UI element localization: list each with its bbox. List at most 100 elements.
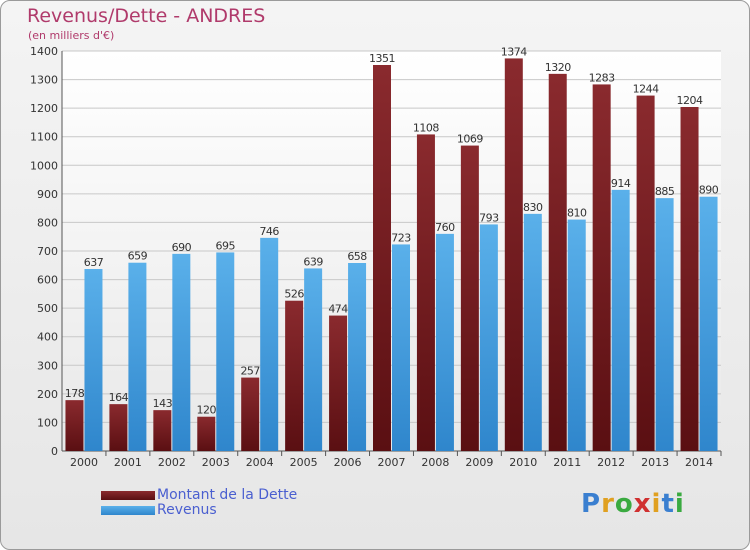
- bar-revenus: [523, 213, 542, 451]
- axes: 0 100 200 300 400 500 600 700 800 900 1000 1100 1200…: [30, 45, 722, 469]
- bars: [65, 58, 718, 452]
- data-label-revenus: 658: [347, 250, 367, 263]
- x-tick-label: 2000: [70, 456, 98, 469]
- data-label-revenus: 637: [84, 256, 104, 269]
- y-tick-label: 900: [37, 188, 58, 201]
- x-tick-label: 2001: [114, 456, 142, 469]
- data-label-dette: 1320: [545, 61, 571, 74]
- data-label-revenus: 890: [699, 184, 719, 197]
- y-tick-label: 500: [37, 302, 58, 315]
- bar-revenus: [304, 268, 323, 451]
- bar-dette: [460, 145, 479, 452]
- bar-dette: [416, 134, 435, 451]
- data-labels: 178 637 164 659 143 690 120 695 257 746 526 639 474 6…: [65, 45, 720, 417]
- bar-dette: [373, 65, 391, 451]
- legend-swatch-dette: [101, 491, 155, 500]
- data-label-dette: 143: [153, 397, 173, 410]
- gridlines: [62, 50, 721, 452]
- bar-dette: [285, 300, 304, 451]
- legend-swatch-revenus: [101, 506, 155, 515]
- data-label-dette: 164: [109, 391, 129, 404]
- y-tick-label: 0: [51, 445, 58, 458]
- data-label-dette: 1069: [457, 133, 483, 146]
- y-tick-label: 100: [37, 416, 58, 429]
- x-tick-label: 2013: [641, 456, 669, 469]
- data-label-revenus: 690: [172, 241, 192, 254]
- data-label-revenus: 639: [303, 255, 323, 268]
- legend-label-revenus: Revenus: [157, 502, 217, 518]
- y-tick-label: 200: [37, 388, 58, 401]
- y-tick-label: 800: [37, 216, 58, 229]
- bar-revenus: [479, 224, 498, 451]
- bar-revenus: [216, 252, 235, 451]
- data-label-revenus: 830: [523, 201, 543, 214]
- data-label-revenus: 793: [479, 211, 499, 224]
- data-label-revenus: 659: [128, 250, 148, 263]
- data-label-revenus: 723: [391, 231, 411, 244]
- bar-revenus: [435, 233, 454, 451]
- data-label-revenus: 914: [611, 177, 631, 190]
- bar-revenus: [655, 198, 674, 451]
- x-tick-label: 2002: [158, 456, 186, 469]
- bar-dette: [197, 416, 216, 451]
- chart-subtitle: (en milliers d'€): [28, 29, 115, 42]
- bar-dette: [592, 84, 611, 451]
- x-tick-label: 2011: [553, 456, 581, 469]
- bar-revenus: [567, 219, 586, 451]
- bar-dette: [241, 377, 260, 451]
- data-label-dette: 1204: [677, 94, 703, 107]
- data-label-dette: 257: [240, 365, 260, 378]
- y-tick-label: 400: [37, 331, 58, 344]
- data-label-dette: 526: [284, 288, 304, 301]
- x-tick-label: 2012: [597, 456, 625, 469]
- legend-label-dette: Montant de la Dette: [157, 487, 298, 503]
- bar-revenus: [260, 237, 279, 451]
- y-tick-label: 1400: [30, 45, 58, 58]
- y-tick-label: 1000: [30, 159, 58, 172]
- data-label-revenus: 695: [216, 239, 236, 252]
- data-label-revenus: 760: [435, 221, 455, 234]
- data-label-revenus: 746: [259, 225, 279, 238]
- data-label-dette: 1108: [413, 121, 439, 134]
- x-tick-label: 2009: [465, 456, 493, 469]
- bar-dette: [680, 107, 699, 451]
- y-tick-label: 1100: [30, 131, 58, 144]
- x-tick-label: 2004: [246, 456, 274, 469]
- proxiti-logo: Proxiti: [581, 489, 685, 519]
- data-label-dette: 1244: [633, 83, 659, 96]
- data-label-dette: 1283: [589, 71, 615, 84]
- chart-title: Revenus/Dette - ANDRES: [27, 5, 266, 27]
- x-tick-label: 2007: [378, 456, 406, 469]
- bar-dette: [548, 73, 567, 451]
- y-tick-label: 1300: [30, 74, 58, 87]
- y-tick-label: 1200: [30, 102, 58, 115]
- x-tick-label: 2010: [509, 456, 537, 469]
- y-tick-label: 700: [37, 245, 58, 258]
- data-label-dette: 1351: [369, 52, 395, 65]
- bar-dette: [65, 400, 84, 451]
- bar-dette: [504, 58, 523, 452]
- x-tick-label: 2008: [421, 456, 449, 469]
- x-tick-label: 2003: [202, 456, 230, 469]
- x-tick-label: 2005: [290, 456, 318, 469]
- bar-dette: [636, 95, 655, 452]
- data-label-revenus: 885: [655, 185, 675, 198]
- bar-dette: [329, 315, 348, 451]
- bar-revenus: [172, 253, 191, 451]
- data-label-revenus: 810: [567, 207, 587, 220]
- bar-revenus: [84, 269, 103, 451]
- y-tick-label: 300: [37, 359, 58, 372]
- bar-revenus: [128, 262, 147, 451]
- data-label-dette: 474: [328, 303, 348, 316]
- data-label-dette: 1374: [501, 45, 527, 58]
- data-label-dette: 178: [65, 387, 85, 400]
- bar-revenus: [392, 244, 410, 451]
- y-tick-label: 600: [37, 274, 58, 287]
- bar-dette: [109, 404, 128, 451]
- data-label-dette: 120: [197, 404, 217, 417]
- bar-revenus: [699, 196, 718, 451]
- x-tick-label: 2014: [685, 456, 713, 469]
- bar-dette: [153, 410, 172, 451]
